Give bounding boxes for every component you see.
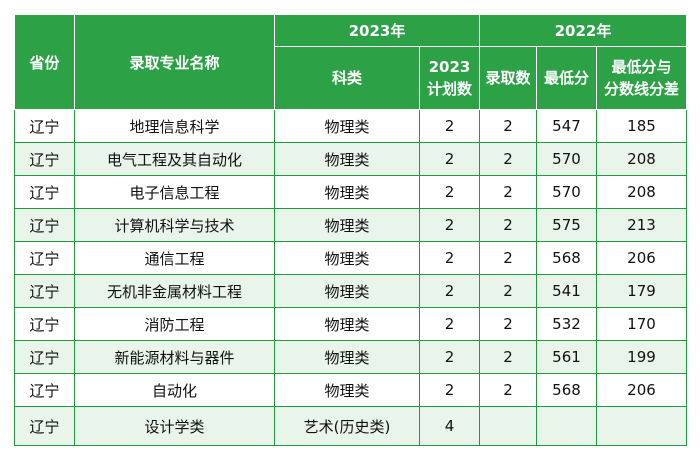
header-plan-line1: 2023 <box>428 58 471 76</box>
cell-province: 辽宁 <box>14 208 75 242</box>
header-diff: 最低分与 分数线分差 <box>596 46 687 110</box>
cell-plan: 2 <box>419 373 480 407</box>
cell-diff: 206 <box>596 241 687 275</box>
cell-admitted: 2 <box>479 307 537 341</box>
cell-major: 通信工程 <box>74 241 275 275</box>
header-year-2022: 2022年 <box>479 14 687 47</box>
cell-diff: 213 <box>596 208 687 242</box>
cell-category: 物理类 <box>274 109 420 143</box>
cell-major: 自动化 <box>74 373 275 407</box>
table-row: 辽宁 自动化 物理类 2 2 568 206 <box>14 373 687 407</box>
cell-category: 物理类 <box>274 241 420 275</box>
table-row: 辽宁 新能源材料与器件 物理类 2 2 561 199 <box>14 340 687 374</box>
cell-plan: 2 <box>419 307 480 341</box>
cell-plan: 2 <box>419 175 480 209</box>
cell-min-score: 532 <box>536 307 597 341</box>
cell-diff: 185 <box>596 109 687 143</box>
cell-admitted <box>479 406 537 446</box>
cell-admitted: 2 <box>479 109 537 143</box>
cell-province: 辽宁 <box>14 406 75 446</box>
cell-plan: 4 <box>419 406 480 446</box>
cell-min-score: 547 <box>536 109 597 143</box>
cell-plan: 2 <box>419 340 480 374</box>
cell-diff: 179 <box>596 274 687 308</box>
cell-plan: 2 <box>419 208 480 242</box>
cell-category: 物理类 <box>274 340 420 374</box>
cell-min-score: 541 <box>536 274 597 308</box>
header-plan-line2: 计划数 <box>426 80 472 98</box>
cell-diff: 208 <box>596 142 687 176</box>
cell-admitted: 2 <box>479 208 537 242</box>
cell-major: 设计学类 <box>74 406 275 446</box>
table-row: 辽宁 电子信息工程 物理类 2 2 570 208 <box>14 175 687 209</box>
cell-major: 电子信息工程 <box>74 175 275 209</box>
cell-major: 消防工程 <box>74 307 275 341</box>
cell-diff: 199 <box>596 340 687 374</box>
header-year-2023: 2023年 <box>274 14 480 47</box>
header-row-fields: 科类 2023 计划数 录取数 最低分 最低分与 分数线分差 <box>15 46 687 110</box>
table-row: 辽宁 地理信息科学 物理类 2 2 547 185 <box>14 109 687 143</box>
cell-admitted: 2 <box>479 274 537 308</box>
cell-province: 辽宁 <box>14 340 75 374</box>
cell-plan: 2 <box>419 274 480 308</box>
cell-category: 物理类 <box>274 307 420 341</box>
table-row: 辽宁 无机非金属材料工程 物理类 2 2 541 179 <box>14 274 687 308</box>
header-major: 录取专业名称 <box>74 14 275 110</box>
cell-province: 辽宁 <box>14 109 75 143</box>
cell-min-score: 561 <box>536 340 597 374</box>
header-diff-line1: 最低分与 <box>611 58 672 76</box>
header-province: 省份 <box>14 14 75 110</box>
header-diff-line2: 分数线分差 <box>603 80 679 98</box>
cell-admitted: 2 <box>479 175 537 209</box>
cell-admitted: 2 <box>479 241 537 275</box>
cell-category: 艺术(历史类) <box>274 406 420 446</box>
cell-min-score: 570 <box>536 142 597 176</box>
cell-category: 物理类 <box>274 208 420 242</box>
cell-plan: 2 <box>419 109 480 143</box>
cell-major: 计算机科学与技术 <box>74 208 275 242</box>
cell-min-score: 568 <box>536 373 597 407</box>
cell-province: 辽宁 <box>14 274 75 308</box>
cell-major: 无机非金属材料工程 <box>74 274 275 308</box>
table-row: 辽宁 设计学类 艺术(历史类) 4 <box>14 406 687 446</box>
table-row: 辽宁 计算机科学与技术 物理类 2 2 575 213 <box>14 208 687 242</box>
cell-diff: 208 <box>596 175 687 209</box>
cell-major: 电气工程及其自动化 <box>74 142 275 176</box>
header-category: 科类 <box>274 46 420 110</box>
table-row: 辽宁 通信工程 物理类 2 2 568 206 <box>14 241 687 275</box>
cell-plan: 2 <box>419 142 480 176</box>
cell-category: 物理类 <box>274 373 420 407</box>
cell-province: 辽宁 <box>14 241 75 275</box>
cell-diff <box>596 406 687 446</box>
cell-admitted: 2 <box>479 340 537 374</box>
cell-category: 物理类 <box>274 175 420 209</box>
cell-province: 辽宁 <box>14 373 75 407</box>
cell-province: 辽宁 <box>14 175 75 209</box>
cell-major: 新能源材料与器件 <box>74 340 275 374</box>
cell-category: 物理类 <box>274 274 420 308</box>
cell-province: 辽宁 <box>14 307 75 341</box>
cell-min-score: 575 <box>536 208 597 242</box>
cell-diff: 206 <box>596 373 687 407</box>
header-plan: 2023 计划数 <box>419 46 480 110</box>
header-min-score: 最低分 <box>536 46 597 110</box>
admission-table: 省份 录取专业名称 2023年 2022年 科类 2023 计划数 录取数 最低… <box>14 14 687 446</box>
cell-plan: 2 <box>419 241 480 275</box>
cell-min-score: 570 <box>536 175 597 209</box>
cell-min-score <box>536 406 597 446</box>
table-row: 辽宁 消防工程 物理类 2 2 532 170 <box>14 307 687 341</box>
cell-province: 辽宁 <box>14 142 75 176</box>
cell-diff: 170 <box>596 307 687 341</box>
table-row: 辽宁 电气工程及其自动化 物理类 2 2 570 208 <box>14 142 687 176</box>
cell-category: 物理类 <box>274 142 420 176</box>
header-admitted: 录取数 <box>479 46 537 110</box>
cell-admitted: 2 <box>479 373 537 407</box>
cell-major: 地理信息科学 <box>74 109 275 143</box>
cell-admitted: 2 <box>479 142 537 176</box>
header-row-years: 省份 录取专业名称 2023年 2022年 <box>14 14 687 110</box>
cell-min-score: 568 <box>536 241 597 275</box>
